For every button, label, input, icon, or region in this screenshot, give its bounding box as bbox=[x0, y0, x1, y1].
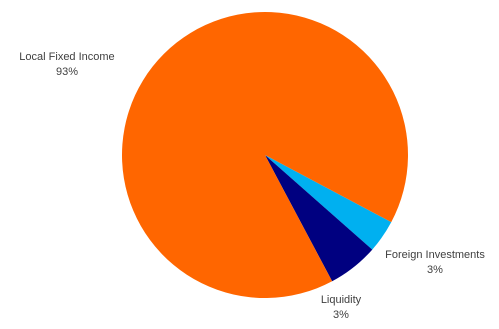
slice-value-foreign-investments: 3% bbox=[427, 264, 443, 276]
slice-value-local-fixed-income: 93% bbox=[56, 66, 78, 78]
pie-slice-liquidity bbox=[265, 155, 373, 282]
pie-slice-local-fixed-income bbox=[121, 11, 408, 298]
pie-slice-foreign-investments bbox=[265, 155, 392, 250]
slice-label-liquidity: Liquidity bbox=[321, 294, 362, 306]
slices-layer bbox=[121, 11, 408, 298]
slice-label-local-fixed-income: Local Fixed Income bbox=[19, 51, 114, 63]
slice-label-foreign-investments: Foreign Investments bbox=[385, 249, 485, 261]
slice-value-liquidity: 3% bbox=[333, 309, 349, 321]
labels-layer: Local Fixed Income 93% Foreign Investments… bbox=[19, 51, 485, 321]
